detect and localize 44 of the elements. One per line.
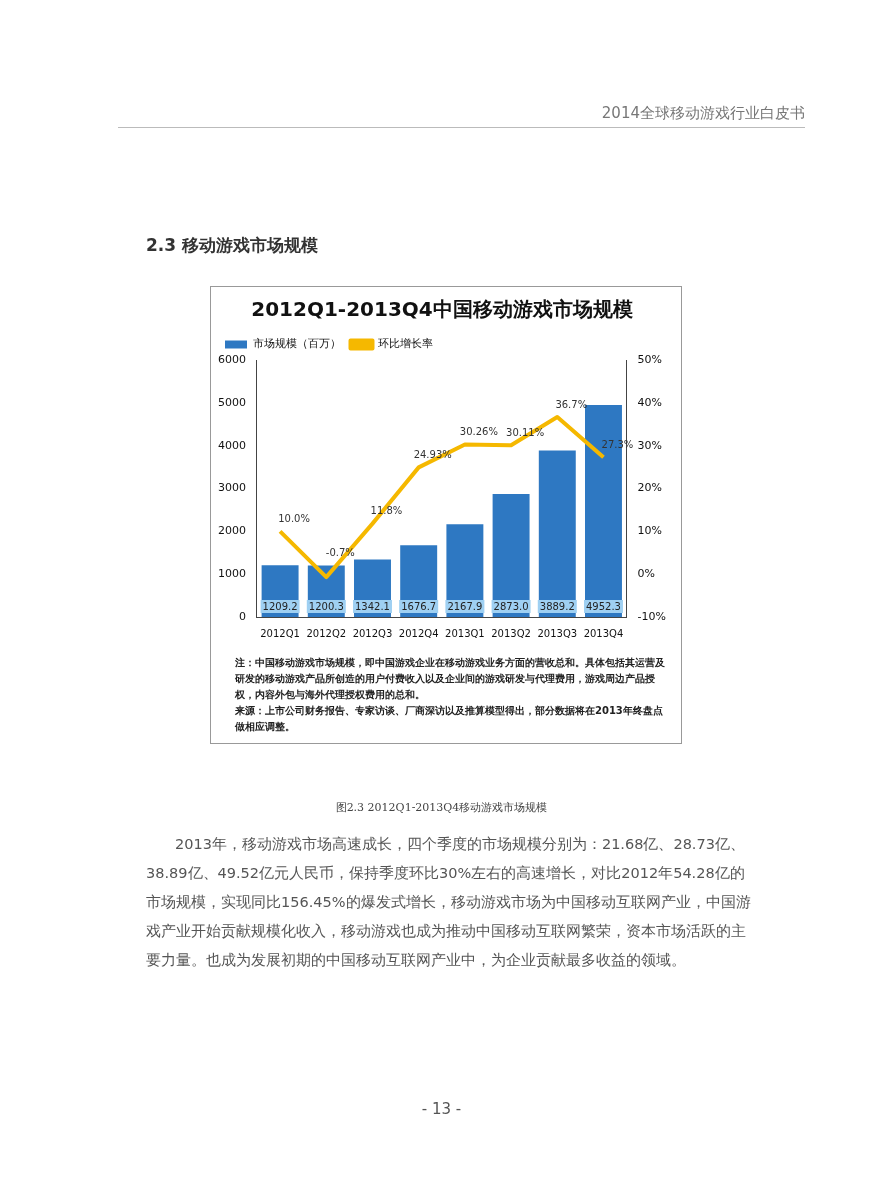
text: - 13 - xyxy=(420,1100,463,1118)
y-tick-label: 1000 xyxy=(217,567,246,581)
data-label: 1200.3 xyxy=(308,600,344,612)
data-label: 30.26% xyxy=(459,426,498,438)
text: 2013年，移动游戏市场高速成长，四个季度的市场规模分别为：21.68亿、28.73亿、38.89亿、49.52亿元人民币，保持季度环比30%左右的高速增长，对比2012年54.28亿的市场规模，实现同比156.45%的爆发式增长，移动游戏市场为中国移动互联网产业，中国游戏产业开始贡献规模化收入，移动游戏也成为推动中国移动互联网繁荣，资本市场活跃的主要力量。也成为发展初期的中国移动互联网产业中，为企业贡献最多收益的领域。 xyxy=(146,835,752,970)
y2-tick-label: 40% xyxy=(637,395,663,409)
x-tick-label: 2013Q4 xyxy=(583,627,624,639)
x-tick-label: 2012Q1 xyxy=(260,627,300,639)
y-tick-label: 3000 xyxy=(217,481,246,495)
legend-label: 环比增长率 xyxy=(378,337,433,351)
y2-tick-label: 10% xyxy=(637,524,663,538)
x-tick-label: 2012Q4 xyxy=(398,627,439,639)
caption: 图2.3 2012Q1-2013Q4移动游戏市场规模 xyxy=(334,800,549,815)
y2-tick-label: 0% xyxy=(637,567,656,581)
y-tick-label: 0 xyxy=(238,609,246,623)
y2-tick-label: 20% xyxy=(637,481,663,495)
x-tick-label: 2012Q3 xyxy=(352,627,393,639)
y2-tick-label: -10% xyxy=(637,609,666,623)
data-label: 1342.1 xyxy=(354,600,390,612)
source-note: 来源：上市公司财务报告、专家访谈、厂商深访以及推算模型得出，部分数据将在2013年终盘点做相应调整。 xyxy=(235,704,664,734)
data-label: 10.0% xyxy=(278,512,310,524)
y-tick-label: 4000 xyxy=(217,438,246,452)
x-tick-label: 2012Q2 xyxy=(306,627,347,639)
legend-label: 市场规模（百万） xyxy=(252,337,341,351)
data-label: 2167.9 xyxy=(447,600,483,612)
data-label: 3889.2 xyxy=(539,600,575,612)
data-label: 36.7% xyxy=(555,398,588,410)
x-tick-label: 2013Q2 xyxy=(491,627,531,639)
data-label: 1209.2 xyxy=(262,600,298,612)
text: 2.3 移动游戏市场规模 xyxy=(146,234,319,257)
data-label: 1676.7 xyxy=(401,600,437,612)
y-tick-label: 2000 xyxy=(217,524,246,538)
data-label: 4952.3 xyxy=(585,600,621,612)
x-tick-label: 2013Q3 xyxy=(537,627,578,639)
bar xyxy=(538,450,576,617)
y-tick-label: 6000 xyxy=(217,352,246,366)
y2-tick-label: 50% xyxy=(637,352,663,366)
y-tick-label: 5000 xyxy=(217,395,246,409)
x-tick-label: 2013Q1 xyxy=(445,627,485,639)
chart-title: 2012Q1-2013Q4中国移动游戏市场规模 xyxy=(251,297,633,322)
y2-tick-label: 30% xyxy=(637,438,663,452)
text: 注：中国移动游戏市场规模，即中国游戏企业在移动游戏业务方面的营收总和。具体包括其运营及研发的移动游戏产品所创造的用户付费收入以及企业间的游戏研发与代理费用，游戏周边产品授权，内容外包与海外代理授权费用的总和。 xyxy=(235,656,665,702)
data-label: 2873.0 xyxy=(493,600,529,612)
text: 2014全球移动游戏行业白皮书 xyxy=(118,104,805,128)
